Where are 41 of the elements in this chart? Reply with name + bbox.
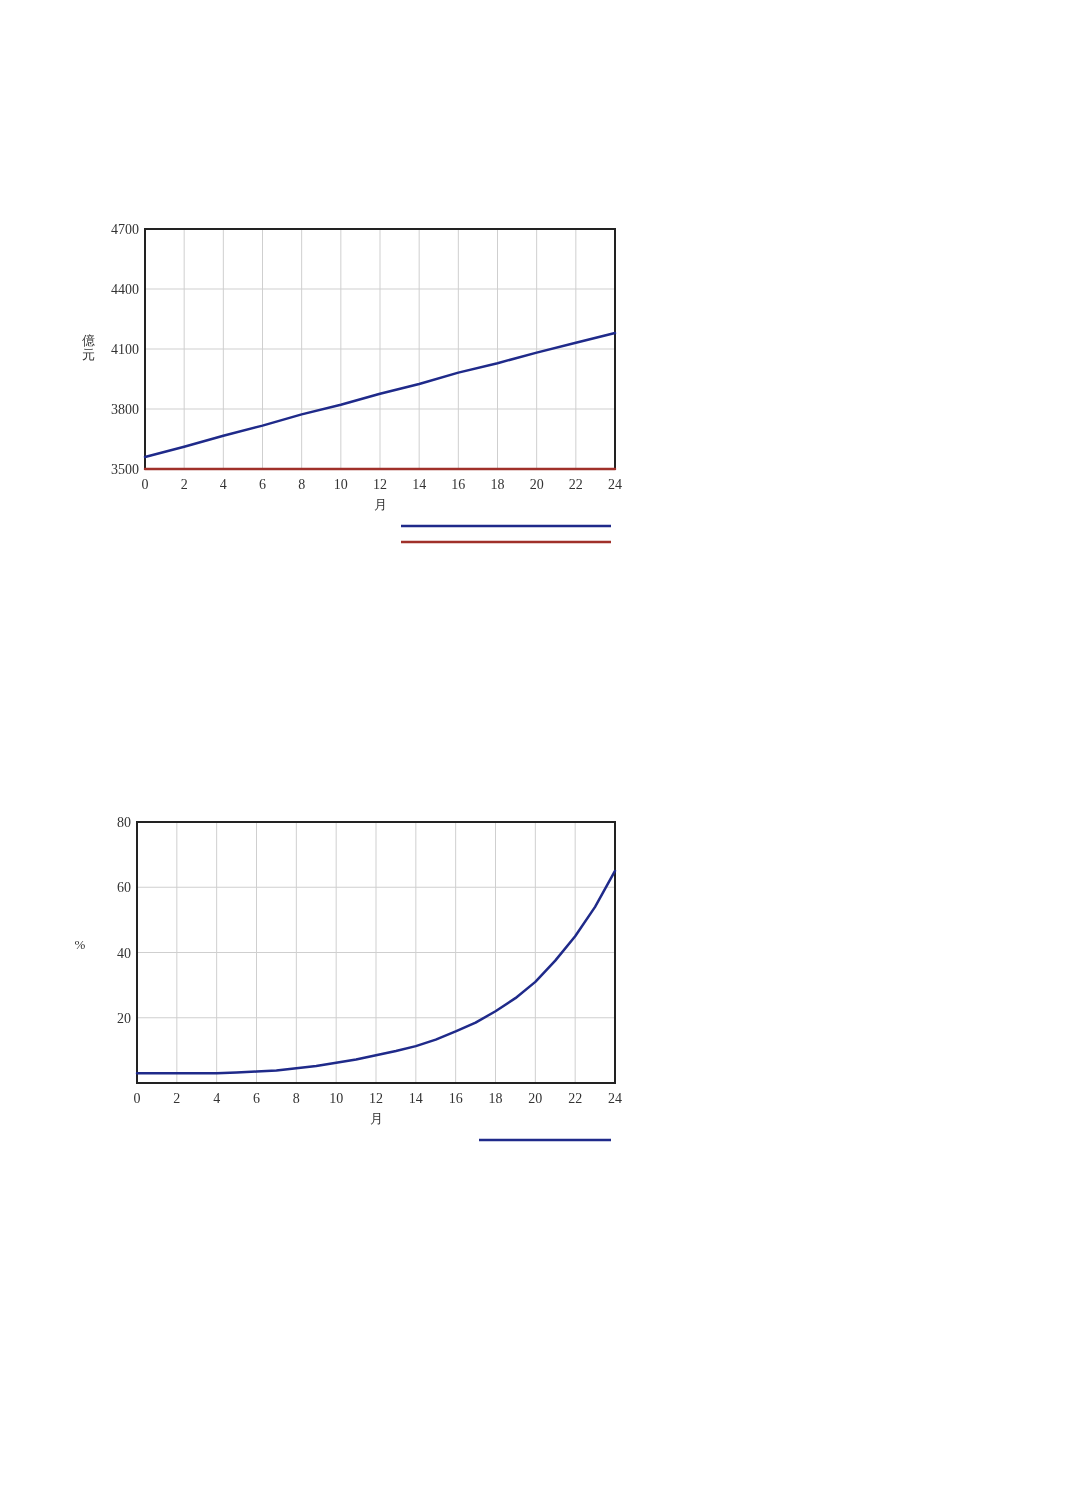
y-tick-label: 4100 <box>111 342 139 357</box>
x-tick-label: 16 <box>451 477 466 492</box>
y-axis-title: 億元 <box>81 333 95 362</box>
y-tick-label: 3500 <box>111 462 139 477</box>
x-tick-label: 24 <box>608 1091 622 1106</box>
x-tick-label: 24 <box>608 477 622 492</box>
x-tick-label: 14 <box>412 477 427 492</box>
x-tick-label: 4 <box>213 1091 221 1106</box>
line-series <box>135 869 617 1075</box>
x-tick-label: 18 <box>488 1091 503 1106</box>
x-tick-label: 22 <box>568 477 583 492</box>
x-tick-label: 20 <box>529 477 544 492</box>
y-tick-label: 20 <box>117 1010 131 1026</box>
x-tick-label: 2 <box>180 477 188 492</box>
x-tick-label: 12 <box>369 1091 383 1106</box>
x-tick-label: 10 <box>333 477 348 492</box>
x-tick-label: 20 <box>528 1091 543 1106</box>
x-tick-label: 6 <box>253 1091 260 1106</box>
x-tick-label: 6 <box>259 477 266 492</box>
x-tick-label: 8 <box>292 1091 300 1106</box>
x-tick-label: 12 <box>373 477 387 492</box>
y-tick-label: 4700 <box>111 222 139 237</box>
x-tick-label: 0 <box>133 1091 141 1106</box>
x-tick-label: 22 <box>568 1091 583 1106</box>
x-tick-label: 4 <box>219 477 227 492</box>
y-tick-label: 3800 <box>111 402 139 417</box>
x-tick-label: 16 <box>448 1091 463 1106</box>
x-tick-label: 10 <box>329 1091 344 1106</box>
y-tick-label: 60 <box>117 880 131 896</box>
x-tick-label: 14 <box>408 1091 423 1106</box>
y-tick-label: 40 <box>117 945 131 961</box>
y-axis-title: % <box>74 936 86 952</box>
x-tick-label: 2 <box>173 1091 181 1106</box>
x-tick-label: 8 <box>298 477 306 492</box>
x-tick-label: 18 <box>490 477 505 492</box>
x-axis-title: 月 <box>369 1111 383 1126</box>
y-tick-label: 4400 <box>111 282 139 297</box>
line-series <box>143 331 617 459</box>
x-tick-label: 0 <box>141 477 149 492</box>
y-tick-label: 80 <box>117 815 131 830</box>
x-axis-title: 月 <box>373 497 387 512</box>
